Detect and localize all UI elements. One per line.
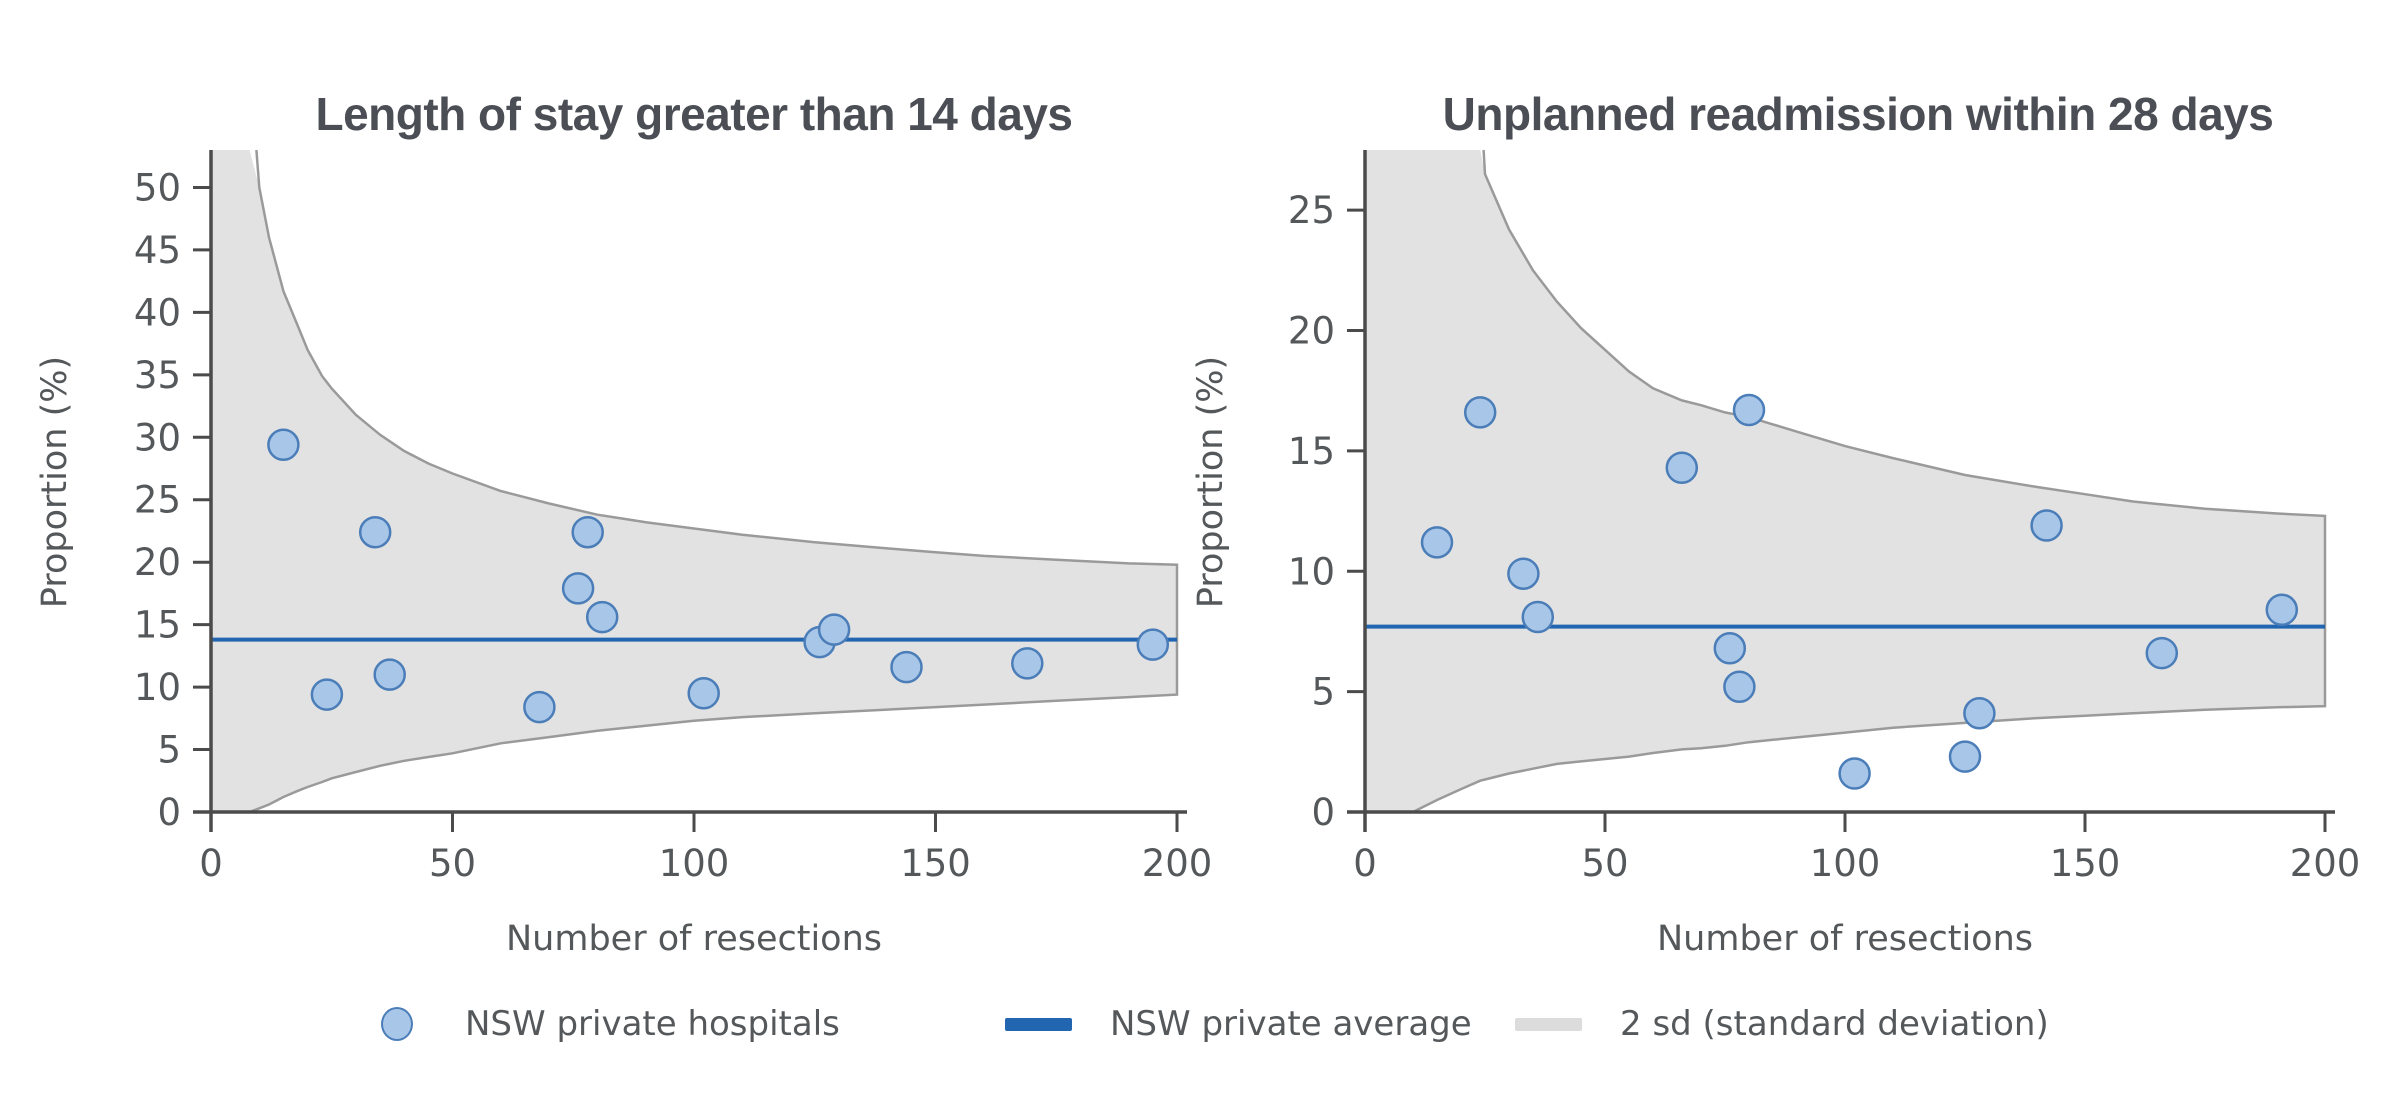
legend-label-average: NSW private average (1110, 1004, 1472, 1044)
y-tick-label: 35 (134, 354, 181, 397)
data-point (1011, 647, 1044, 680)
y-tick-label: 40 (134, 291, 181, 334)
sd-band-area (1365, 150, 2325, 812)
data-point (817, 613, 851, 646)
sd-band-outline (1412, 149, 2327, 814)
sd-band-outline (249, 149, 1179, 814)
data-point (1420, 526, 1454, 559)
data-point (1948, 740, 1982, 773)
legend-item-average: NSW private average (1005, 1002, 1472, 1046)
x-tick-label: 150 (2050, 842, 2121, 885)
right-x-axis-label: Number of resections (1657, 919, 2033, 959)
data-point (1463, 396, 1497, 429)
data-point (2265, 593, 2299, 627)
data-point (571, 515, 604, 549)
left-x-axis-label: Number of resections (506, 919, 882, 959)
data-point (561, 572, 595, 605)
y-tick-label: 20 (134, 541, 181, 584)
x-tick-label: 0 (1353, 842, 1377, 885)
average-line-swatch-icon (1005, 1017, 1072, 1031)
data-point (2145, 636, 2179, 670)
legend: NSW private hospitals NSW private averag… (0, 0, 2400, 1044)
y-tick-label: 45 (134, 229, 181, 272)
y-tick-label: 20 (1288, 310, 1335, 353)
data-point (1665, 451, 1699, 485)
data-point (585, 600, 619, 634)
y-tick-label: 5 (1311, 671, 1335, 714)
data-point (1723, 670, 1756, 704)
y-tick-label: 10 (134, 666, 181, 709)
data-point (358, 515, 392, 549)
sd-band-area (211, 150, 1177, 812)
data-point (890, 650, 923, 684)
data-point (523, 690, 556, 724)
y-tick-label: 0 (157, 791, 181, 834)
x-tick-label: 200 (2290, 842, 2361, 885)
x-tick-label: 50 (1581, 842, 1628, 885)
legend-label-sd-band: 2 sd (standard deviation) (1620, 1004, 2049, 1044)
sd-band-swatch-icon (1515, 1017, 1582, 1031)
data-point (687, 677, 720, 710)
x-tick-label: 200 (1142, 842, 1213, 885)
left-chart-title: Length of stay greater than 14 days (315, 88, 1072, 140)
x-tick-label: 150 (900, 842, 971, 885)
y-tick-label: 30 (134, 416, 181, 459)
legend-label-hospitals: NSW private hospitals (465, 1004, 840, 1044)
data-point (373, 658, 406, 691)
y-tick-label: 25 (134, 479, 181, 522)
left-y-axis-label: Proportion (%) (35, 356, 75, 608)
y-tick-label: 15 (134, 604, 181, 647)
legend-item-hospitals: NSW private hospitals (381, 1002, 840, 1046)
data-point (1136, 628, 1170, 661)
y-tick-label: 15 (1288, 430, 1335, 473)
x-tick-label: 50 (429, 842, 476, 885)
y-tick-label: 0 (1311, 791, 1335, 834)
data-point (1521, 600, 1555, 634)
data-point (1838, 757, 1871, 790)
y-tick-label: 25 (1288, 189, 1335, 232)
data-point (1963, 697, 1996, 730)
y-tick-label: 50 (134, 166, 181, 209)
data-point (1507, 557, 1540, 590)
right-chart-title: Unplanned readmission within 28 days (1443, 88, 2274, 140)
hospital-point-swatch-icon (381, 1007, 413, 1041)
x-tick-label: 0 (199, 842, 223, 885)
data-point (1713, 632, 1747, 665)
data-point (2030, 509, 2063, 542)
data-point (267, 428, 300, 462)
x-tick-label: 100 (659, 842, 730, 885)
x-tick-label: 100 (1810, 842, 1881, 885)
right-funnel-plot: 0 50 100 150 200 0 5 10 15 20 25 (1288, 149, 2361, 885)
y-tick-label: 10 (1288, 550, 1335, 593)
data-point (1732, 393, 1766, 427)
y-tick-label: 5 (157, 729, 181, 772)
left-funnel-plot: 0 50 100 150 200 0 5 10 15 20 25 30 35 40 45 50 (134, 149, 1213, 885)
legend-item-sd-band: 2 sd (standard deviation) (1515, 1002, 2049, 1046)
data-point (310, 678, 344, 711)
right-y-axis-label: Proportion (%) (1191, 356, 1231, 608)
